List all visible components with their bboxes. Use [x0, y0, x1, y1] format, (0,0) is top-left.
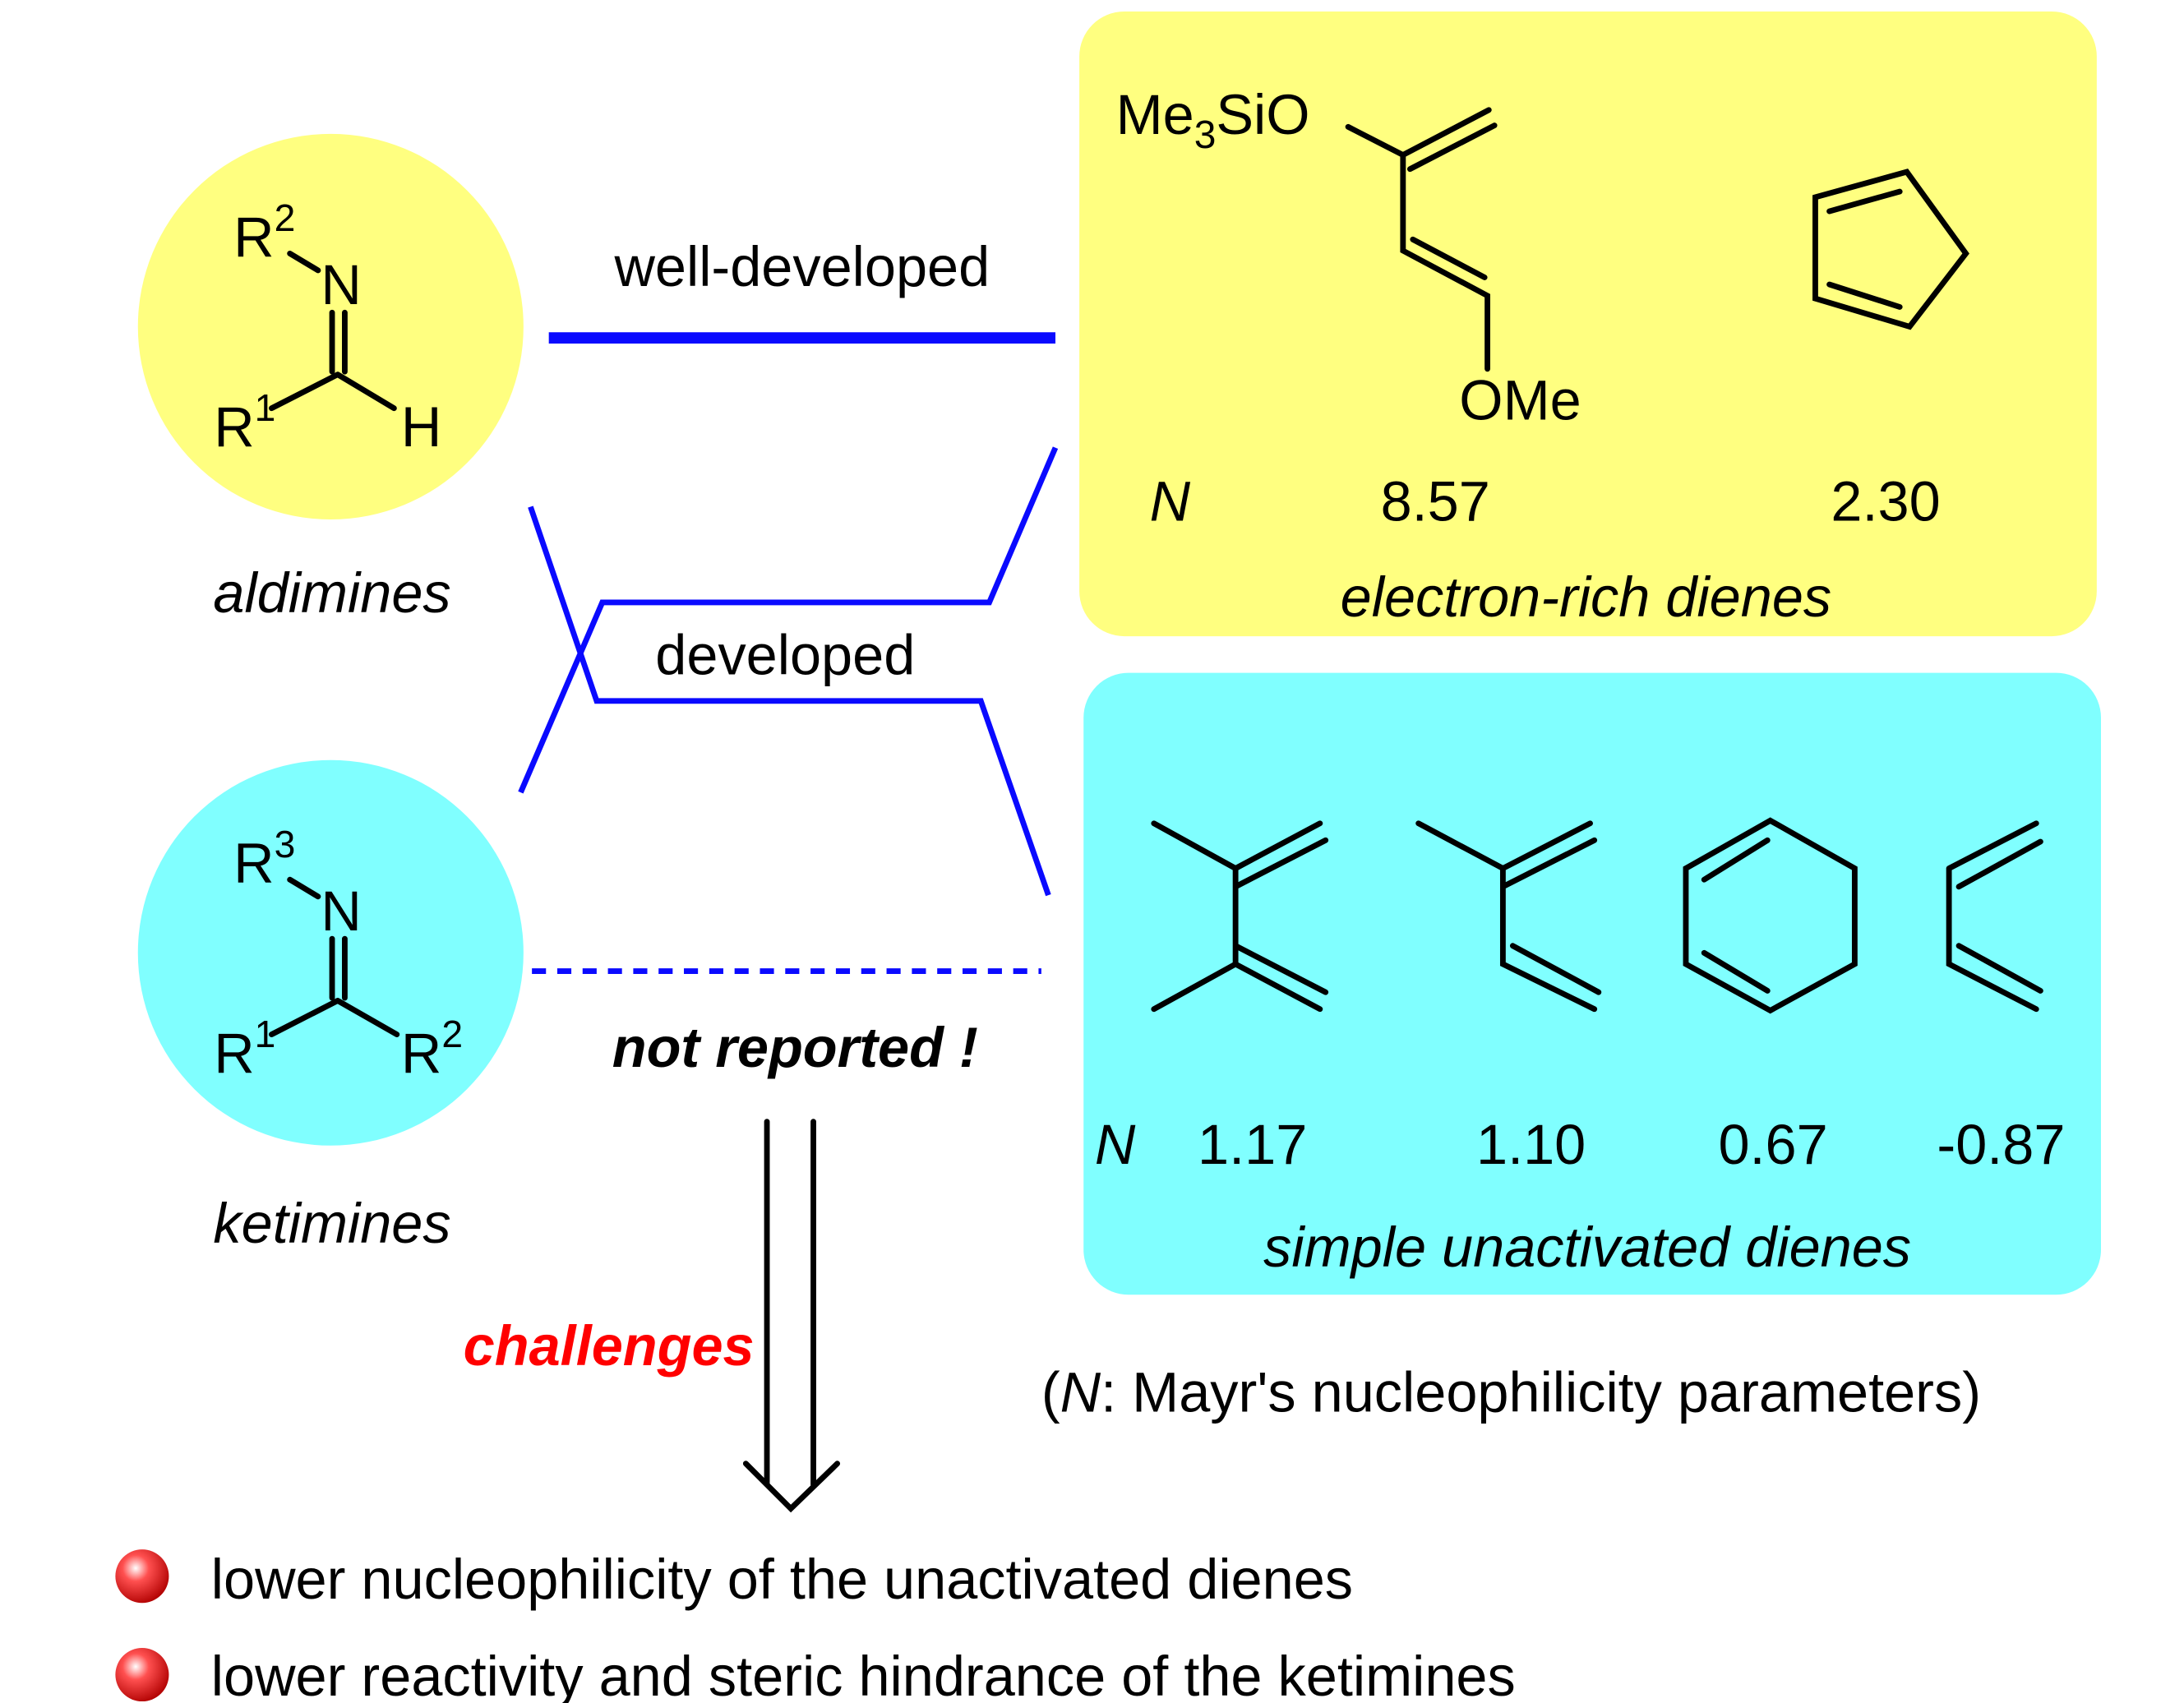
- n-label: N: [321, 253, 361, 316]
- ome-label: OMe: [1459, 368, 1581, 432]
- unactivated-dienes-panel: N 1.17 1.10 0.67 -0.87 simple unactivate…: [1083, 672, 2101, 1295]
- svg-text:R2: R2: [233, 196, 295, 269]
- r2-label: R: [401, 1022, 441, 1085]
- h-label: H: [401, 395, 441, 459]
- aldimines-caption: aldimines: [213, 561, 450, 625]
- me3sio-label: Me3SiO: [1116, 83, 1310, 157]
- svg-text:R1: R1: [214, 386, 275, 459]
- r1-label: R: [214, 395, 254, 459]
- developed-label: developed: [655, 623, 915, 686]
- ketimines-caption: ketimines: [213, 1192, 450, 1255]
- double-arrow-icon: [742, 1119, 841, 1513]
- ketimine-structure: R3 N R1 R2 ketimines: [137, 759, 524, 1255]
- unactivated-caption: simple unactivated dienes: [1263, 1216, 1911, 1279]
- n-label: N: [321, 879, 361, 943]
- bullet-icon: [115, 1647, 169, 1702]
- challenge-item: lower nucleophilicity of the unactivated…: [211, 1548, 1353, 1611]
- svg-text:R3: R3: [233, 823, 295, 895]
- ketimine-to-electron-rich-line: [518, 446, 1059, 794]
- mayr-note: (N: Mayr's nucleophilicity parameters): [1041, 1360, 1981, 1424]
- n-symbol: N: [1095, 1113, 1136, 1176]
- connectors: well-developed developed not reported !: [518, 235, 1059, 1079]
- n-value: -0.87: [1937, 1113, 2065, 1176]
- isoprene: [1415, 820, 1602, 1013]
- n-value: 2.30: [1831, 470, 1940, 533]
- aldimine-structure: R2 N R1 H aldimines: [137, 133, 524, 625]
- n-value: 0.67: [1718, 1113, 1827, 1176]
- challenge-item: lower reactivity and steric hindrance of…: [211, 1645, 1516, 1703]
- electron-rich-caption: electron-rich dienes: [1341, 565, 1832, 629]
- well-developed-label: well-developed: [613, 235, 990, 298]
- dimethylbutadiene: [1151, 820, 1329, 1013]
- challenge-list: lower nucleophilicity of the unactivated…: [115, 1548, 1516, 1703]
- n-value: 1.17: [1198, 1113, 1307, 1176]
- n-value: 8.57: [1381, 470, 1490, 533]
- challenges-label: challenges: [464, 1314, 755, 1378]
- n-symbol: N: [1150, 470, 1191, 533]
- bullet-icon: [115, 1549, 169, 1604]
- svg-text:R2: R2: [401, 1013, 463, 1085]
- svg-text:R1: R1: [214, 1013, 275, 1085]
- r3-label: R: [233, 832, 274, 895]
- butadiene: [1946, 820, 2043, 1013]
- aldimine-to-unactivated-line: [528, 505, 1051, 897]
- r2-label: R: [233, 205, 274, 269]
- cyclohexadiene: [1683, 817, 1858, 1014]
- n-value: 1.10: [1476, 1113, 1586, 1176]
- electron-rich-dienes-panel: Me3SiO OMe N 8.57 2.30 electron-rich die…: [1079, 11, 2097, 637]
- not-reported-label: not reported !: [612, 1016, 978, 1079]
- r1-label: R: [214, 1022, 254, 1085]
- cyclopentadiene: [1812, 168, 1969, 330]
